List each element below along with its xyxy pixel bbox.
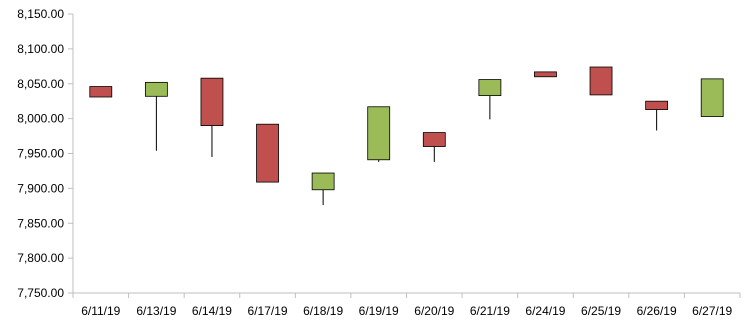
x-tick-label: 6/24/19	[525, 304, 565, 318]
x-tick-label: 6/27/19	[692, 304, 732, 318]
candle-body-down	[589, 66, 613, 96]
y-tick-label: 7,900.00	[17, 181, 64, 195]
candle-body-up	[700, 78, 724, 117]
y-tick-label: 8,050.00	[17, 77, 64, 91]
candle-body-up	[144, 81, 168, 97]
x-tick-label: 6/13/19	[136, 304, 176, 318]
candle-body-down	[200, 77, 224, 126]
y-tick-label: 8,150.00	[17, 7, 64, 21]
x-tick-label: 6/14/19	[192, 304, 232, 318]
x-tick-label: 6/21/19	[470, 304, 510, 318]
y-tick-label: 7,750.00	[17, 286, 64, 300]
y-tick-label: 7,950.00	[17, 147, 64, 161]
candle-body-up	[478, 79, 502, 97]
candle-body-down	[422, 132, 446, 147]
candle-body-up	[311, 172, 335, 191]
x-tick-label: 6/17/19	[248, 304, 288, 318]
candle-body-down	[256, 123, 279, 183]
x-tick-label: 6/11/19	[81, 304, 120, 318]
candle-body-down	[534, 71, 557, 78]
x-tick-label: 6/19/19	[359, 304, 399, 318]
x-tick-label: 6/26/19	[637, 304, 677, 318]
x-tick-label: 6/20/19	[414, 304, 454, 318]
x-tick-label: 6/25/19	[581, 304, 621, 318]
y-tick-label: 8,000.00	[17, 112, 64, 126]
x-tick-label: 6/18/19	[303, 304, 343, 318]
candle-body-up	[367, 106, 391, 161]
y-tick-label: 7,800.00	[17, 251, 64, 265]
candle-body-down	[645, 100, 669, 110]
y-tick-label: 8,100.00	[17, 42, 64, 56]
candle-body-down	[89, 86, 113, 98]
y-tick-label: 7,850.00	[17, 216, 64, 230]
